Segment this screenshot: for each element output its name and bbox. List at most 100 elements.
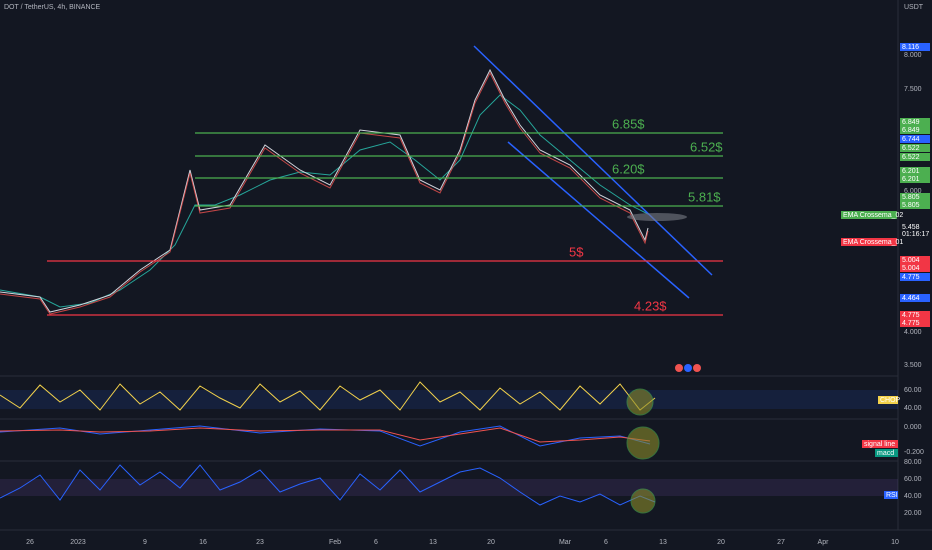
price-axis-label: 7.500 [904, 86, 922, 93]
price-tag-bg [841, 238, 897, 246]
price-axis-label: 4.000 [904, 329, 922, 336]
chop-line [0, 381, 656, 411]
price-tag: 8.116 [902, 44, 919, 51]
highlight-ellipse [627, 213, 687, 221]
signal-line [0, 427, 651, 443]
highlight-circle [626, 388, 654, 416]
price-tag-bg [900, 201, 930, 209]
date-axis-label: 6 [374, 539, 378, 546]
date-axis-label: 2023 [70, 539, 86, 546]
ema-line [0, 94, 651, 308]
price-tag: 4.775 [902, 320, 920, 327]
price-tag: 6.522 [902, 145, 920, 152]
macd-axis-label: -0.200 [904, 449, 924, 456]
price-axis-label: 8.000 [904, 52, 922, 59]
price-tag-bg [841, 211, 897, 219]
channel-line [473, 45, 713, 276]
price-tag-bg [900, 153, 930, 161]
event-icon[interactable] [693, 364, 701, 372]
price-tag: 4.775 [902, 274, 920, 281]
price-tag-bg [900, 43, 930, 51]
date-axis-label: 6 [604, 539, 608, 546]
date-axis-label: 23 [256, 539, 264, 546]
price-tag: 6.849 [902, 127, 920, 134]
date-axis-label: Mar [559, 539, 572, 546]
price-tag-bg [900, 230, 930, 238]
chop-band [0, 390, 898, 409]
channel-line [507, 141, 690, 299]
rsi-axis-label: 60.00 [904, 476, 922, 483]
date-axis-label: 20 [487, 539, 495, 546]
date-axis-label: 16 [199, 539, 207, 546]
price-tag: macd [877, 450, 894, 457]
price-tag-bg [900, 144, 930, 152]
date-axis-label: Apr [818, 539, 830, 546]
price-tag: 6.201 [902, 168, 920, 175]
price-tag: 6.744 [902, 136, 920, 143]
price-tag: 4.775 [902, 312, 920, 319]
price-tag-bg [900, 273, 930, 281]
date-axis-label: 27 [777, 539, 785, 546]
rsi-band [0, 479, 898, 496]
macd-axis-label: 0.000 [904, 424, 922, 431]
price-tag-bg [878, 396, 898, 404]
price-tag-bg [884, 491, 898, 499]
level-label: 6.52$ [690, 139, 723, 154]
price-tag-bg [900, 193, 930, 201]
price-tag: 5.004 [902, 265, 920, 272]
price-tag-bg [875, 449, 898, 457]
price-tag: 5.805 [902, 194, 920, 201]
rsi-axis-label: 80.00 [904, 459, 922, 466]
price-tag: 01:16:17 [902, 231, 929, 238]
level-label: 5.81$ [688, 189, 721, 204]
currency: USDT [904, 4, 924, 11]
price-tag-bg [900, 223, 930, 231]
price-tag: 6.201 [902, 176, 920, 183]
rsi-axis-label: 20.00 [904, 510, 922, 517]
price-tag: 4.464 [902, 295, 920, 302]
date-axis-label: Feb [329, 539, 341, 546]
price-tag: EMA Crossema_02 [843, 212, 903, 219]
event-icon[interactable] [675, 364, 683, 372]
date-axis-label: 10 [891, 539, 899, 546]
date-axis-label: 13 [429, 539, 437, 546]
symbol-title: DOT / TetherUS, 4h, BINANCE [4, 4, 101, 11]
price-tag-bg [900, 264, 930, 272]
price-tag-bg [900, 126, 930, 134]
price-tag-bg [900, 294, 930, 302]
price-tag-bg [900, 167, 930, 175]
price-tag: 6.522 [902, 154, 920, 161]
price-tag-bg [900, 311, 930, 319]
date-axis-label: 26 [26, 539, 34, 546]
level-label: 5$ [569, 244, 584, 259]
price-tag: CHOP [880, 397, 901, 404]
price-tag-bg [862, 440, 898, 448]
chop-axis-label: 40.00 [904, 405, 922, 412]
highlight-circle [626, 426, 660, 460]
price-tag: signal line [864, 441, 895, 448]
date-axis-label: 13 [659, 539, 667, 546]
price-tag: RSI [886, 492, 898, 499]
level-label: 6.20$ [612, 161, 645, 176]
price-tag-bg [900, 256, 930, 264]
highlight-circle [630, 488, 656, 514]
chop-axis-label: 60.00 [904, 387, 922, 394]
level-label: 4.23$ [634, 298, 667, 313]
price-tag: 5.458 [902, 224, 920, 231]
price-tag: 5.004 [902, 257, 920, 264]
price-axis-label: 6.000 [904, 188, 922, 195]
price-tag-bg [900, 135, 930, 143]
price-tag-bg [900, 319, 930, 327]
level-label: 6.85$ [612, 116, 645, 131]
price-axis-label: 3.500 [904, 362, 922, 369]
event-icon[interactable] [684, 364, 692, 372]
rsi-line [0, 464, 656, 506]
price-tag-bg [900, 118, 930, 126]
price-tag: 5.805 [902, 202, 920, 209]
price-tag: 6.849 [902, 119, 920, 126]
price-line-shadow [0, 71, 649, 315]
date-axis-label: 20 [717, 539, 725, 546]
price-tag-bg [900, 175, 930, 183]
